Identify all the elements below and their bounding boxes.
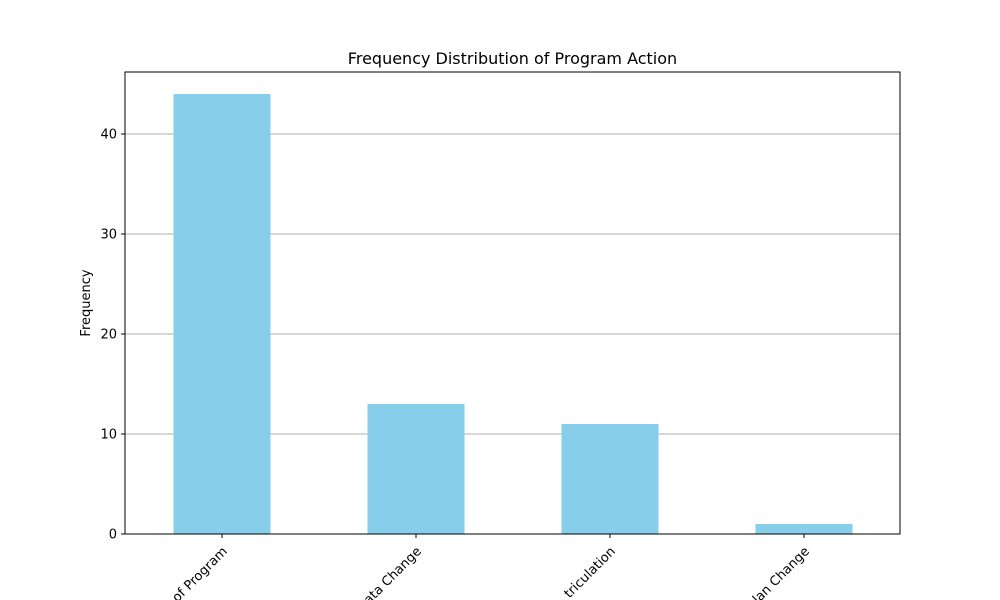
y-ticks: 0 10 20 30 40: [100, 128, 125, 543]
bar: [561, 424, 659, 534]
y-tick-label: 20: [100, 328, 117, 343]
x-ticks: of Program ata Change triculation lan Chang…: [170, 534, 813, 600]
bar: [367, 404, 465, 534]
x-tick-label: triculation: [562, 544, 619, 600]
x-tick-label: of Program: [170, 544, 231, 600]
bar-layer: [173, 94, 853, 534]
plot-frame: [124, 71, 901, 535]
chart-title: Frequency Distribution of Program Action: [348, 49, 677, 68]
bar: [755, 524, 853, 534]
x-tick-label: ata Change: [361, 544, 425, 600]
y-tick-label: 40: [100, 128, 117, 143]
x-tick-label: lan Change: [750, 544, 813, 600]
bar: [173, 94, 271, 534]
y-tick-label: 0: [109, 528, 117, 543]
y-axis-label: Frequency: [79, 269, 94, 336]
y-tick-label: 10: [100, 428, 117, 443]
y-tick-label: 30: [100, 228, 117, 243]
